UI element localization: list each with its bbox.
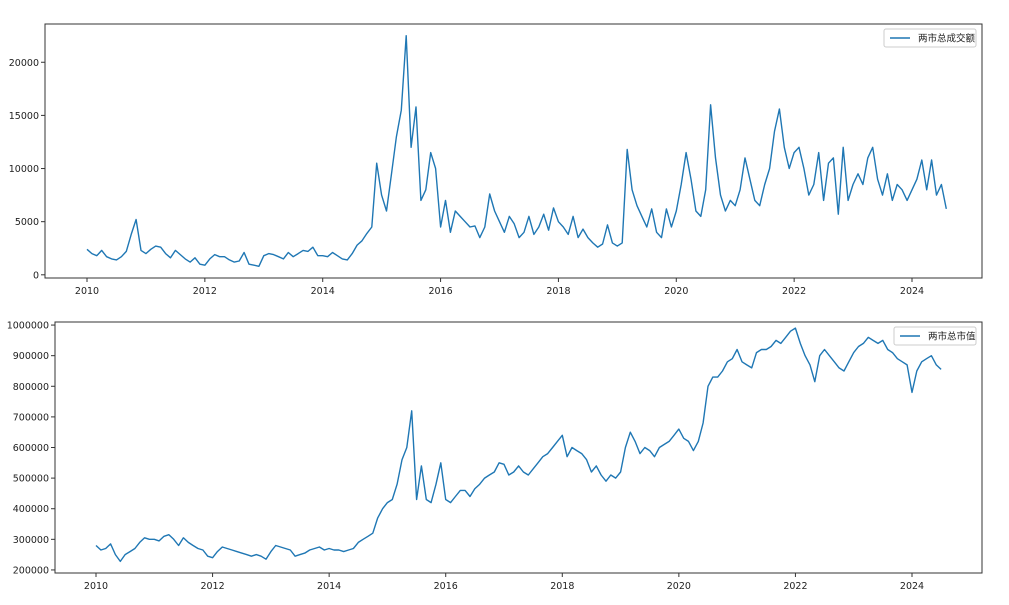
x-tick-label: 2018 <box>546 286 570 297</box>
y-tick-label: 300000 <box>13 535 49 546</box>
y-tick-label: 600000 <box>13 443 49 454</box>
x-tick-label: 2014 <box>317 581 341 592</box>
x-tick-label: 2016 <box>428 286 452 297</box>
y-tick-label: 0 <box>33 270 39 281</box>
y-tick-label: 200000 <box>13 565 49 576</box>
y-tick-label: 5000 <box>15 217 39 228</box>
axes-frame <box>44 23 983 279</box>
x-tick-label: 2010 <box>75 286 99 297</box>
x-tick-label: 2016 <box>434 581 458 592</box>
legend-label: 两市总成交额 <box>918 33 976 45</box>
series-line <box>86 35 947 267</box>
y-tick-label: 10000 <box>9 164 39 175</box>
y-tick-label: 15000 <box>9 111 39 122</box>
x-tick-label: 2024 <box>900 581 924 592</box>
y-tick-label: 500000 <box>13 474 49 485</box>
x-tick-label: 2010 <box>84 581 108 592</box>
y-tick-label: 1000000 <box>7 321 49 332</box>
x-tick-label: 2020 <box>664 286 688 297</box>
y-tick-label: 800000 <box>13 382 49 393</box>
x-tick-label: 2020 <box>667 581 691 592</box>
x-tick-label: 2012 <box>193 286 217 297</box>
y-tick-label: 20000 <box>9 58 39 69</box>
x-tick-label: 2012 <box>200 581 224 592</box>
legend-box <box>883 28 977 48</box>
axes-frame <box>54 321 983 574</box>
legend: 两市总成交额 <box>883 28 977 48</box>
x-tick-label: 2022 <box>783 581 807 592</box>
y-tick-label: 900000 <box>13 351 49 362</box>
legend: 两市总市值 <box>893 326 977 346</box>
x-tick-label: 2014 <box>311 286 335 297</box>
x-tick-label: 2018 <box>550 581 574 592</box>
top-axes-volume: 2010 2012 2014 2016 2018 2020 2022 2024 0 5000 100… <box>9 23 983 297</box>
series-line <box>95 327 942 563</box>
x-tick-label: 2022 <box>782 286 806 297</box>
y-tick-label: 400000 <box>13 504 49 515</box>
x-tick-label: 2024 <box>900 286 924 297</box>
bottom-axes-market-cap: 2010 2012 2014 2016 2018 2020 2022 2024 200000 30… <box>7 321 983 592</box>
y-tick-label: 700000 <box>13 412 49 423</box>
legend-box <box>893 326 977 346</box>
legend-label: 两市总市值 <box>928 331 976 343</box>
